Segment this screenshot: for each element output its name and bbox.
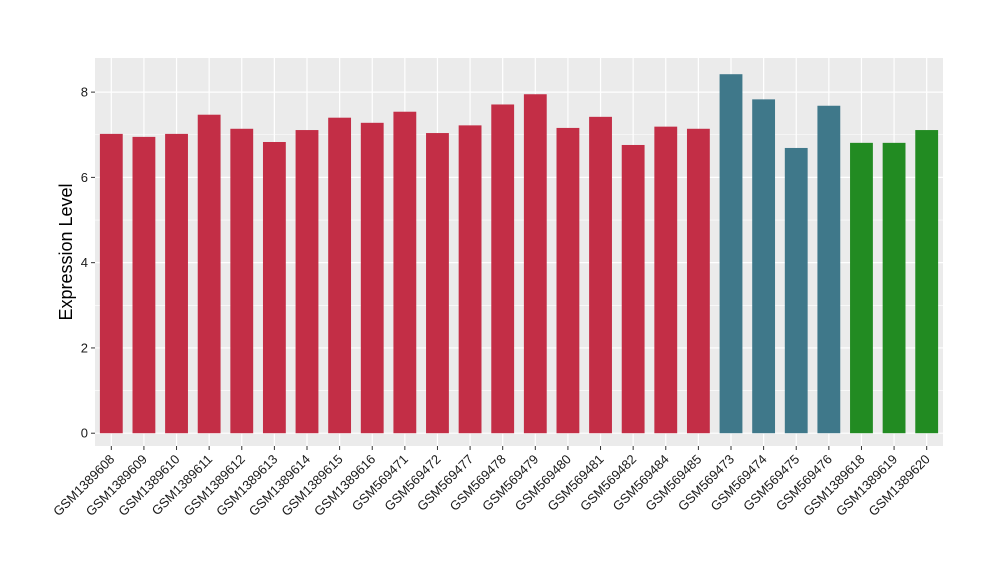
bar bbox=[621, 144, 645, 434]
y-tick-label: 0 bbox=[81, 426, 88, 441]
y-axis-title: Expression Level bbox=[56, 183, 76, 320]
bar bbox=[686, 128, 710, 434]
bar bbox=[523, 94, 547, 434]
bars bbox=[99, 74, 939, 434]
bar bbox=[132, 136, 156, 434]
bar bbox=[850, 142, 873, 434]
bar bbox=[556, 127, 580, 434]
bar bbox=[882, 142, 906, 434]
y-tick-label: 4 bbox=[81, 255, 88, 270]
bar bbox=[426, 133, 449, 434]
bar bbox=[295, 130, 319, 434]
plot-panel bbox=[95, 58, 943, 446]
bar bbox=[262, 141, 286, 434]
bar bbox=[915, 130, 939, 434]
bar bbox=[458, 125, 482, 434]
y-tick-label: 2 bbox=[81, 340, 88, 355]
bar bbox=[99, 133, 123, 434]
bar bbox=[654, 126, 678, 434]
bar bbox=[784, 147, 808, 434]
bar bbox=[491, 104, 515, 434]
bar bbox=[752, 99, 776, 434]
y-tick-label: 6 bbox=[81, 170, 88, 185]
bar bbox=[719, 74, 743, 434]
y-tick-label: 8 bbox=[81, 85, 88, 100]
bar bbox=[230, 128, 254, 434]
bar bbox=[360, 122, 384, 434]
bar bbox=[165, 133, 188, 434]
bar bbox=[589, 116, 612, 434]
bar bbox=[817, 105, 841, 434]
y-axis: 0 2 4 6 8 bbox=[81, 85, 95, 441]
bar bbox=[393, 111, 417, 434]
bar bbox=[328, 117, 352, 434]
bar bbox=[197, 114, 221, 434]
x-axis: GSM1389608GSM1389609GSM1389610GSM1389611… bbox=[50, 446, 933, 519]
